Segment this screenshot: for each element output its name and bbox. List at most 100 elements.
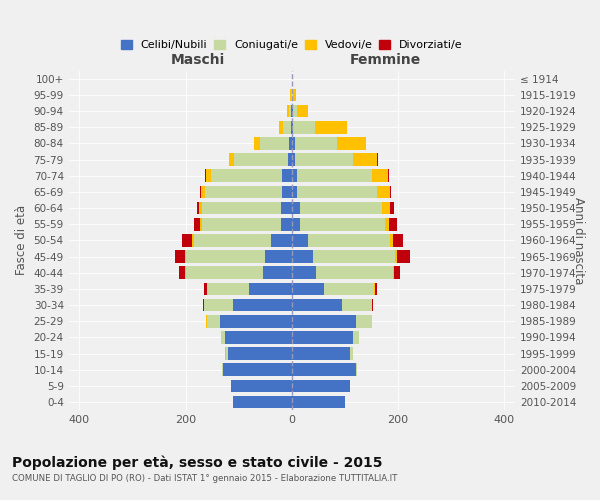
Y-axis label: Fasce di età: Fasce di età	[15, 206, 28, 276]
Bar	[393, 234, 403, 246]
Bar	[226, 331, 292, 344]
Bar	[205, 186, 282, 198]
Bar	[292, 396, 345, 408]
Bar	[371, 170, 388, 182]
Bar	[324, 282, 374, 295]
Bar	[203, 299, 204, 312]
Bar	[206, 170, 211, 182]
Bar	[385, 218, 389, 230]
Bar	[356, 364, 357, 376]
Bar	[350, 348, 353, 360]
Bar	[293, 121, 315, 134]
Bar	[292, 299, 343, 312]
Bar	[300, 202, 382, 214]
Bar	[233, 396, 292, 408]
Bar	[220, 315, 292, 328]
Bar	[206, 315, 207, 328]
Bar	[292, 154, 295, 166]
Bar	[292, 266, 316, 279]
Text: Maschi: Maschi	[171, 54, 225, 68]
Bar	[235, 154, 287, 166]
Bar	[356, 315, 371, 328]
Bar	[205, 170, 206, 182]
Bar	[292, 331, 353, 344]
Bar	[316, 266, 393, 279]
Bar	[282, 170, 292, 182]
Bar	[182, 234, 193, 246]
Y-axis label: Anni di nascita: Anni di nascita	[572, 196, 585, 284]
Bar	[395, 250, 397, 263]
Bar	[393, 266, 394, 279]
Bar	[353, 331, 359, 344]
Bar	[297, 105, 308, 118]
Bar	[295, 154, 353, 166]
Bar	[197, 202, 199, 214]
Bar	[390, 186, 391, 198]
Bar	[292, 218, 300, 230]
Bar	[390, 202, 394, 214]
Bar	[343, 299, 371, 312]
Bar	[291, 88, 292, 101]
Bar	[221, 331, 226, 344]
Bar	[204, 282, 207, 295]
Bar	[388, 170, 389, 182]
Bar	[211, 170, 282, 182]
Bar	[200, 218, 202, 230]
Bar	[297, 186, 377, 198]
Text: Femmine: Femmine	[350, 54, 421, 68]
Bar	[292, 364, 356, 376]
Bar	[200, 186, 201, 198]
Bar	[353, 154, 377, 166]
Bar	[313, 250, 395, 263]
Legend: Celibi/Nubili, Coniugati/e, Vedovi/e, Divorziati/e: Celibi/Nubili, Coniugati/e, Vedovi/e, Di…	[116, 36, 467, 55]
Bar	[308, 234, 390, 246]
Bar	[281, 218, 292, 230]
Bar	[222, 364, 223, 376]
Bar	[233, 299, 292, 312]
Bar	[199, 202, 202, 214]
Bar	[389, 218, 397, 230]
Bar	[287, 105, 289, 118]
Bar	[292, 105, 293, 118]
Bar	[292, 186, 297, 198]
Text: COMUNE DI TAGLIO DI PO (RO) - Dati ISTAT 1° gennaio 2015 - Elaborazione TUTTITAL: COMUNE DI TAGLIO DI PO (RO) - Dati ISTAT…	[12, 474, 397, 483]
Bar	[250, 282, 292, 295]
Bar	[207, 282, 250, 295]
Bar	[289, 137, 292, 149]
Bar	[300, 218, 385, 230]
Bar	[254, 137, 260, 149]
Bar	[289, 105, 292, 118]
Bar	[382, 202, 390, 214]
Bar	[207, 315, 220, 328]
Bar	[193, 234, 194, 246]
Bar	[223, 364, 292, 376]
Bar	[293, 88, 296, 101]
Bar	[226, 348, 228, 360]
Bar	[204, 299, 233, 312]
Bar	[292, 121, 293, 134]
Bar	[292, 250, 313, 263]
Bar	[292, 380, 350, 392]
Bar	[291, 121, 292, 134]
Bar	[231, 380, 292, 392]
Bar	[287, 154, 292, 166]
Bar	[282, 186, 292, 198]
Bar	[292, 348, 350, 360]
Bar	[265, 250, 292, 263]
Bar	[292, 137, 295, 149]
Bar	[293, 105, 297, 118]
Bar	[297, 170, 371, 182]
Bar	[292, 315, 356, 328]
Text: Popolazione per età, sesso e stato civile - 2015: Popolazione per età, sesso e stato civil…	[12, 455, 383, 469]
Bar	[377, 154, 378, 166]
Bar	[292, 170, 297, 182]
Bar	[292, 234, 308, 246]
Bar	[337, 137, 366, 149]
Bar	[292, 88, 293, 101]
Bar	[260, 137, 289, 149]
Bar	[175, 250, 185, 263]
Bar	[377, 186, 390, 198]
Bar	[202, 202, 281, 214]
Bar	[315, 121, 347, 134]
Bar	[292, 202, 300, 214]
